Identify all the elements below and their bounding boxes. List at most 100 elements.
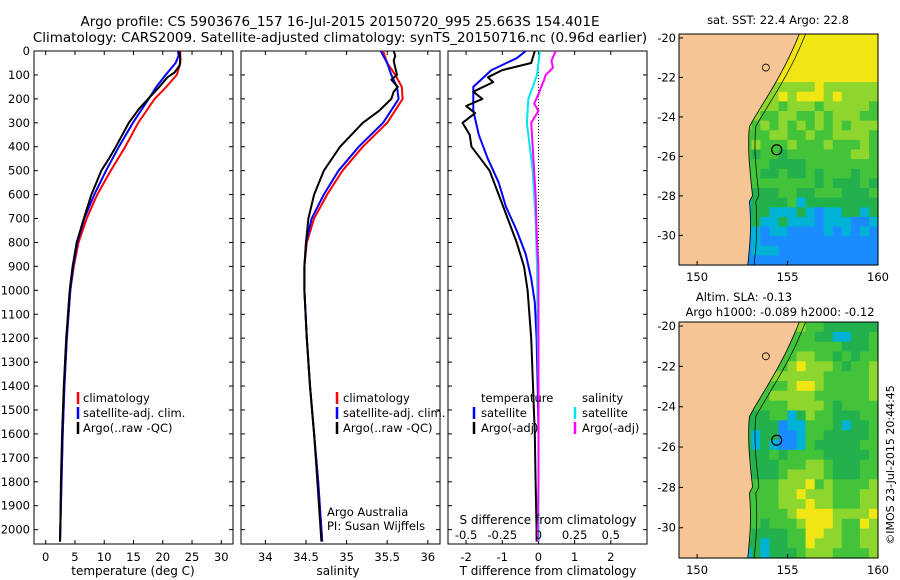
map-cell xyxy=(769,255,780,266)
map-cell xyxy=(859,43,870,54)
map-cell xyxy=(796,459,807,471)
map-cell xyxy=(841,159,852,170)
map-cell xyxy=(760,469,770,480)
map-cell xyxy=(859,381,870,392)
sla-map: Altim. SLA: -0.13 Argo h1000: -0.089 h20… xyxy=(657,290,889,577)
map-cell xyxy=(787,390,798,402)
map-cell xyxy=(832,449,843,461)
map-cell xyxy=(787,440,798,451)
map-cell xyxy=(850,91,861,102)
map-cell xyxy=(787,245,798,256)
map-cell xyxy=(796,139,807,151)
map-frame xyxy=(678,321,879,559)
map-cell xyxy=(869,420,879,431)
series-line-temperature-argo-adj- xyxy=(461,50,538,542)
map-cell xyxy=(796,479,807,490)
map-cell xyxy=(805,430,816,441)
map-cell xyxy=(859,361,870,372)
map-cell xyxy=(796,331,807,343)
map-cell xyxy=(832,72,843,83)
map-cell xyxy=(814,361,825,372)
legend-temperature-title: temperature xyxy=(481,391,553,405)
map-cell xyxy=(869,538,879,549)
map-cell xyxy=(805,322,816,333)
y-tick-label: 300 xyxy=(8,116,30,130)
map-cell xyxy=(832,499,843,510)
map-cell xyxy=(869,430,879,441)
map-cell xyxy=(769,420,780,431)
y-tick-label: 200 xyxy=(8,92,30,106)
map-cell xyxy=(796,34,807,45)
map-cell xyxy=(814,168,825,179)
map-cell xyxy=(787,499,798,510)
map-cell xyxy=(850,188,861,199)
map-cell xyxy=(850,400,861,412)
map-cell xyxy=(760,149,770,160)
map-cell xyxy=(796,168,807,179)
map-cell xyxy=(850,72,861,83)
map-cell xyxy=(859,528,870,539)
series-line-argo-raw-qc- xyxy=(303,50,399,542)
map-cell xyxy=(787,62,798,74)
map-cell xyxy=(841,245,852,256)
map-cell xyxy=(869,82,879,93)
map-cell xyxy=(769,130,780,141)
map-cell xyxy=(859,449,870,461)
map-cell xyxy=(751,459,761,471)
map-cell xyxy=(805,390,816,402)
map-cell xyxy=(805,178,816,189)
map-cell xyxy=(832,459,843,471)
map-cell xyxy=(832,479,843,490)
map-cell xyxy=(778,469,789,480)
map-cell xyxy=(778,548,789,559)
map-cell xyxy=(778,361,789,372)
map-cell xyxy=(769,548,780,559)
map-cell xyxy=(769,390,780,402)
map-cell xyxy=(832,34,843,45)
map-cell xyxy=(832,548,843,559)
map-cell xyxy=(869,245,879,256)
lat-tick-label: -28 xyxy=(657,189,676,203)
map-cell xyxy=(760,548,770,559)
map-cell xyxy=(778,236,789,247)
map-cell xyxy=(823,499,834,510)
map-cell xyxy=(760,120,770,131)
map-cell xyxy=(841,139,852,151)
map-cell xyxy=(869,440,879,451)
map-cell xyxy=(814,479,825,490)
map-cell xyxy=(823,410,834,421)
map-cell xyxy=(805,459,816,471)
map-cell xyxy=(778,499,789,510)
map-cell xyxy=(769,381,780,392)
map-cell xyxy=(805,120,816,131)
map-cell xyxy=(869,499,879,510)
map-cell xyxy=(814,82,825,93)
map-cell xyxy=(850,255,861,266)
map-cell xyxy=(859,390,870,402)
map-cell xyxy=(841,34,852,45)
map-cell xyxy=(832,188,843,199)
map-cell xyxy=(796,341,807,353)
map-cell xyxy=(760,216,770,228)
map-cell xyxy=(869,508,879,520)
sla-map-title-2: Argo h1000: -0.089 h2000: -0.12 xyxy=(685,305,874,319)
map-cell xyxy=(796,538,807,549)
map-cell xyxy=(859,72,870,83)
map-cell xyxy=(869,479,879,490)
map-cell xyxy=(814,390,825,402)
map-cell xyxy=(769,410,780,421)
map-cell xyxy=(823,528,834,539)
salinity-xlabel: salinity xyxy=(316,564,359,578)
map-cell xyxy=(778,430,789,441)
map-cell xyxy=(850,245,861,256)
map-cell xyxy=(751,111,761,122)
argo-position-marker xyxy=(771,144,783,156)
map-cell xyxy=(869,207,879,218)
map-cell xyxy=(859,499,870,510)
map-cell xyxy=(814,236,825,247)
map-cell xyxy=(869,101,879,112)
map-cell xyxy=(850,449,861,461)
map-cell xyxy=(760,159,770,170)
map-cell xyxy=(841,216,852,228)
